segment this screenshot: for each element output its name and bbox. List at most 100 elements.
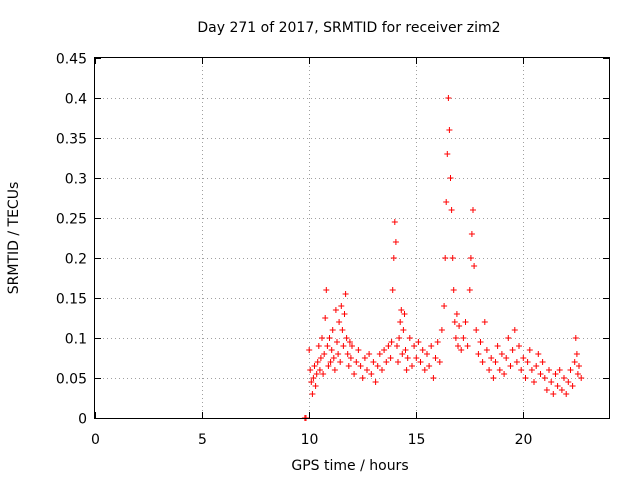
data-point bbox=[326, 335, 333, 341]
data-point bbox=[312, 383, 319, 389]
x-tick-label: 15 bbox=[408, 432, 426, 448]
data-point bbox=[395, 359, 401, 365]
data-point bbox=[310, 375, 317, 381]
data-point bbox=[446, 127, 453, 133]
data-point bbox=[314, 359, 321, 365]
data-point bbox=[494, 343, 501, 349]
data-point bbox=[503, 355, 510, 361]
data-point bbox=[306, 347, 313, 353]
data-point bbox=[421, 367, 428, 373]
y-tick-label: 0.15 bbox=[56, 292, 87, 308]
data-point bbox=[311, 363, 318, 369]
data-point bbox=[390, 255, 397, 261]
data-point bbox=[385, 343, 392, 349]
data-point bbox=[361, 355, 368, 361]
data-point bbox=[341, 311, 348, 317]
data-point bbox=[338, 303, 345, 309]
data-point bbox=[505, 335, 512, 341]
data-point bbox=[567, 367, 574, 373]
data-point bbox=[477, 339, 484, 345]
data-point bbox=[442, 255, 449, 261]
data-point bbox=[479, 359, 486, 365]
data-point bbox=[539, 359, 546, 365]
data-point bbox=[552, 371, 559, 377]
data-point bbox=[321, 351, 328, 357]
data-point bbox=[473, 327, 480, 333]
data-point bbox=[460, 335, 467, 341]
data-point bbox=[417, 359, 424, 365]
data-point bbox=[349, 343, 355, 349]
y-tick-label: 0.35 bbox=[56, 132, 87, 148]
data-point bbox=[432, 355, 439, 361]
grid-lines bbox=[95, 58, 609, 418]
data-point bbox=[447, 175, 454, 181]
data-point bbox=[396, 335, 403, 341]
data-point bbox=[488, 355, 495, 361]
data-point bbox=[397, 319, 404, 325]
y-axis-label: SRMTID / TECUs bbox=[6, 182, 22, 295]
data-point bbox=[317, 355, 324, 361]
y-tick-label: 0.45 bbox=[56, 52, 87, 68]
data-point bbox=[383, 359, 390, 365]
data-point bbox=[574, 371, 581, 377]
data-point bbox=[339, 327, 346, 333]
data-point bbox=[556, 367, 563, 373]
data-point bbox=[533, 363, 540, 369]
data-point bbox=[576, 363, 582, 369]
data-point bbox=[337, 359, 344, 365]
y-tick-label: 0.1 bbox=[65, 332, 87, 348]
data-point bbox=[509, 347, 516, 353]
data-point bbox=[496, 367, 503, 373]
y-tick-label: 0.3 bbox=[65, 172, 87, 188]
data-point bbox=[483, 347, 490, 353]
data-point bbox=[444, 151, 451, 157]
data-point bbox=[328, 347, 335, 353]
data-point bbox=[428, 343, 435, 349]
data-point bbox=[426, 363, 433, 369]
data-point bbox=[501, 371, 508, 377]
x-tick-label: 5 bbox=[198, 432, 207, 448]
data-point bbox=[543, 387, 550, 393]
data-point bbox=[436, 359, 443, 365]
data-point bbox=[329, 327, 336, 333]
data-point bbox=[486, 367, 493, 373]
data-point bbox=[548, 379, 555, 385]
data-point bbox=[571, 359, 578, 365]
data-point bbox=[537, 371, 544, 377]
data-point bbox=[404, 355, 411, 361]
data-point bbox=[387, 355, 394, 361]
data-point bbox=[554, 383, 561, 389]
data-point bbox=[406, 335, 413, 341]
data-point bbox=[520, 355, 527, 361]
data-point bbox=[359, 375, 366, 381]
data-point bbox=[471, 263, 478, 269]
data-point bbox=[565, 379, 572, 385]
data-point bbox=[507, 363, 514, 369]
y-tick-label: 0.05 bbox=[56, 372, 87, 388]
data-point bbox=[316, 367, 323, 373]
data-point bbox=[413, 355, 420, 361]
data-point bbox=[340, 343, 347, 349]
data-point bbox=[458, 347, 465, 353]
data-point bbox=[467, 255, 474, 261]
data-point bbox=[344, 351, 351, 357]
data-point bbox=[511, 327, 518, 333]
data-point bbox=[353, 359, 360, 365]
data-point bbox=[368, 371, 375, 377]
data-point bbox=[400, 327, 407, 333]
data-point bbox=[464, 343, 471, 349]
data-point bbox=[531, 379, 537, 385]
data-point bbox=[399, 351, 406, 357]
data-point bbox=[456, 323, 463, 329]
data-point bbox=[325, 363, 332, 369]
data-point bbox=[381, 347, 388, 353]
data-point bbox=[415, 339, 422, 345]
data-point bbox=[332, 307, 339, 313]
data-point bbox=[526, 347, 533, 353]
data-point bbox=[578, 375, 585, 381]
x-tick-label: 20 bbox=[515, 432, 533, 448]
y-tick-label: 0.25 bbox=[56, 212, 87, 228]
x-axis-label: GPS time / hours bbox=[291, 458, 408, 474]
data-point bbox=[498, 351, 505, 357]
